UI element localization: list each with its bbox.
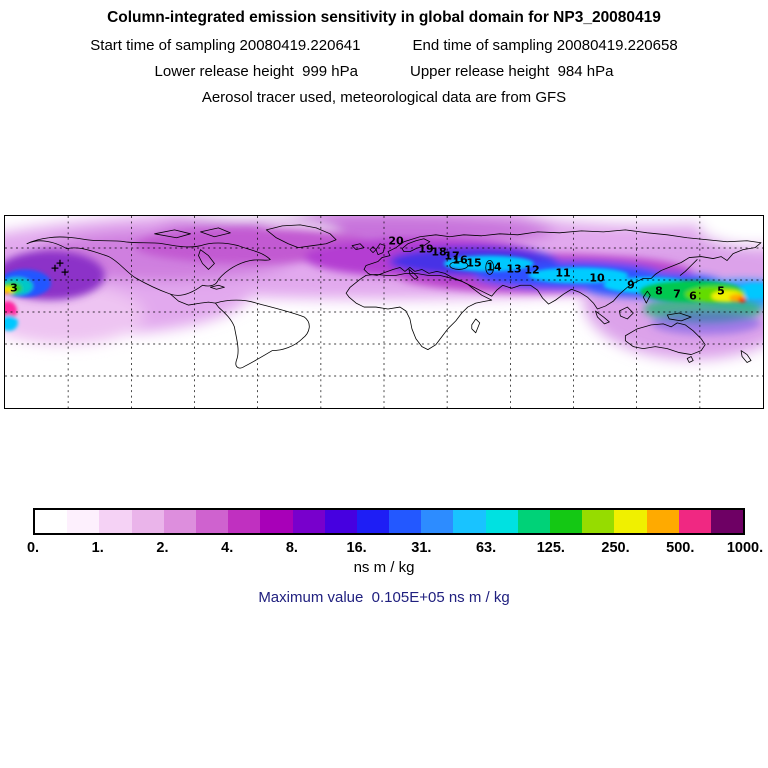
- colorbar-segment: [517, 510, 550, 533]
- colorbar-segment: [678, 510, 711, 533]
- trajectory-point-label: 15: [466, 256, 482, 270]
- colorbar-tick-label: 1.: [91, 540, 104, 556]
- trajectory-point-label: 12: [524, 263, 540, 277]
- sampling-times-line: Start time of sampling 20080419.220641 E…: [0, 36, 768, 56]
- colorbar-tick-label: 1000.: [726, 540, 764, 556]
- colorbar-segment: [228, 510, 261, 533]
- colorbar-units: ns m / kg: [353, 559, 415, 576]
- colorbar-segment: [195, 510, 229, 533]
- trajectory-point-label: 8: [655, 284, 663, 298]
- colorbar: [33, 508, 745, 535]
- sensitivity-plume: [5, 216, 763, 360]
- trajectory-labels: 20 19 18 17 16 15 14 13 12 11 10 9 8 7 6 5 3 + + +: [5, 216, 763, 408]
- colorbar-segment: [646, 510, 679, 533]
- trajectory-point-label: 11: [555, 266, 571, 280]
- colorbar-tick-label: 16.: [346, 540, 367, 556]
- start-time-text: Start time of sampling 20080419.220641: [90, 37, 361, 54]
- colorbar-tick-label: 8.: [285, 540, 298, 556]
- trajectory-point-label: 7: [673, 287, 681, 301]
- trajectory-point-label: 17: [444, 249, 460, 263]
- map-canvas: [5, 216, 763, 408]
- colorbar-segment: [35, 510, 68, 533]
- upper-release-text: Upper release height 984 hPa: [410, 63, 614, 80]
- trajectory-point-label: 19: [418, 242, 434, 256]
- colorbar-segment: [485, 510, 518, 533]
- release-heights-line: Lower release height 999 hPa Upper relea…: [0, 62, 768, 82]
- colorbar-segment: [99, 510, 132, 533]
- max-value-label: Maximum value 0.105E+05 ns m / kg: [258, 589, 510, 606]
- world-map: 20 19 18 17 16 15 14 13 12 11 10 9 8 7 6 5 3 + + +: [4, 215, 764, 409]
- colorbar-segment: [389, 510, 422, 533]
- colorbar-tick-label: 31.: [411, 540, 432, 556]
- colorbar-segment: [163, 510, 196, 533]
- end-time-text: End time of sampling 20080419.220658: [412, 37, 678, 54]
- trajectory-point-label: 16: [452, 253, 468, 267]
- colorbar-segment: [356, 510, 390, 533]
- colorbar-tick-label: 4.: [221, 540, 234, 556]
- trajectory-point-label: 13: [506, 262, 522, 276]
- trajectory-point-label: 18: [431, 245, 447, 259]
- trajectory-point-label: 20: [388, 234, 404, 248]
- figure-title: Column-integrated emission sensitivity i…: [0, 8, 768, 28]
- colorbar-segment: [453, 510, 486, 533]
- tracer-info-line: Aerosol tracer used, meteorological data…: [0, 88, 768, 108]
- release-marker: +: [60, 265, 70, 279]
- trajectory-point-label: 10: [589, 271, 605, 285]
- coastlines: [26, 224, 762, 369]
- colorbar-tick-label: 2.: [156, 540, 169, 556]
- colorbar-tick-label: 0.: [26, 540, 40, 556]
- trajectory-point-label: 9: [627, 278, 635, 292]
- colorbar-segment: [260, 510, 293, 533]
- tracer-info-text: Aerosol tracer used, meteorological data…: [201, 89, 567, 106]
- colorbar-segment: [131, 510, 164, 533]
- colorbar-ticks: 0. 1. 2. 4. 8. 16. 31. 63. 125. 250. 500. 1000.: [27, 540, 763, 558]
- trajectory-point-label: 14: [486, 260, 502, 274]
- figure-title-text: Column-integrated emission sensitivity i…: [107, 9, 661, 26]
- colorbar-tick-label: 250.: [601, 540, 630, 556]
- colorbar-segment: [582, 510, 615, 533]
- colorbar-segment: [614, 510, 647, 533]
- colorbar-tick-label: 63.: [475, 540, 497, 556]
- colorbar-segment: [710, 510, 744, 533]
- colorbar-tick-label: 500.: [666, 540, 695, 556]
- colorbar-segment: [421, 510, 454, 533]
- colorbar-segment: [67, 510, 100, 533]
- trajectory-point-label: 6: [689, 289, 697, 303]
- release-marker: +: [50, 261, 60, 275]
- lower-release-text: Lower release height 999 hPa: [154, 63, 358, 80]
- trajectory-point-label: 3: [10, 281, 18, 295]
- colorbar-tick-label: 125.: [536, 540, 565, 556]
- colorbar-segment: [324, 510, 357, 533]
- colorbar-segment: [292, 510, 325, 533]
- release-marker: +: [55, 256, 65, 270]
- colorbar-segment: [550, 510, 583, 533]
- trajectory-point-label: 5: [717, 284, 725, 298]
